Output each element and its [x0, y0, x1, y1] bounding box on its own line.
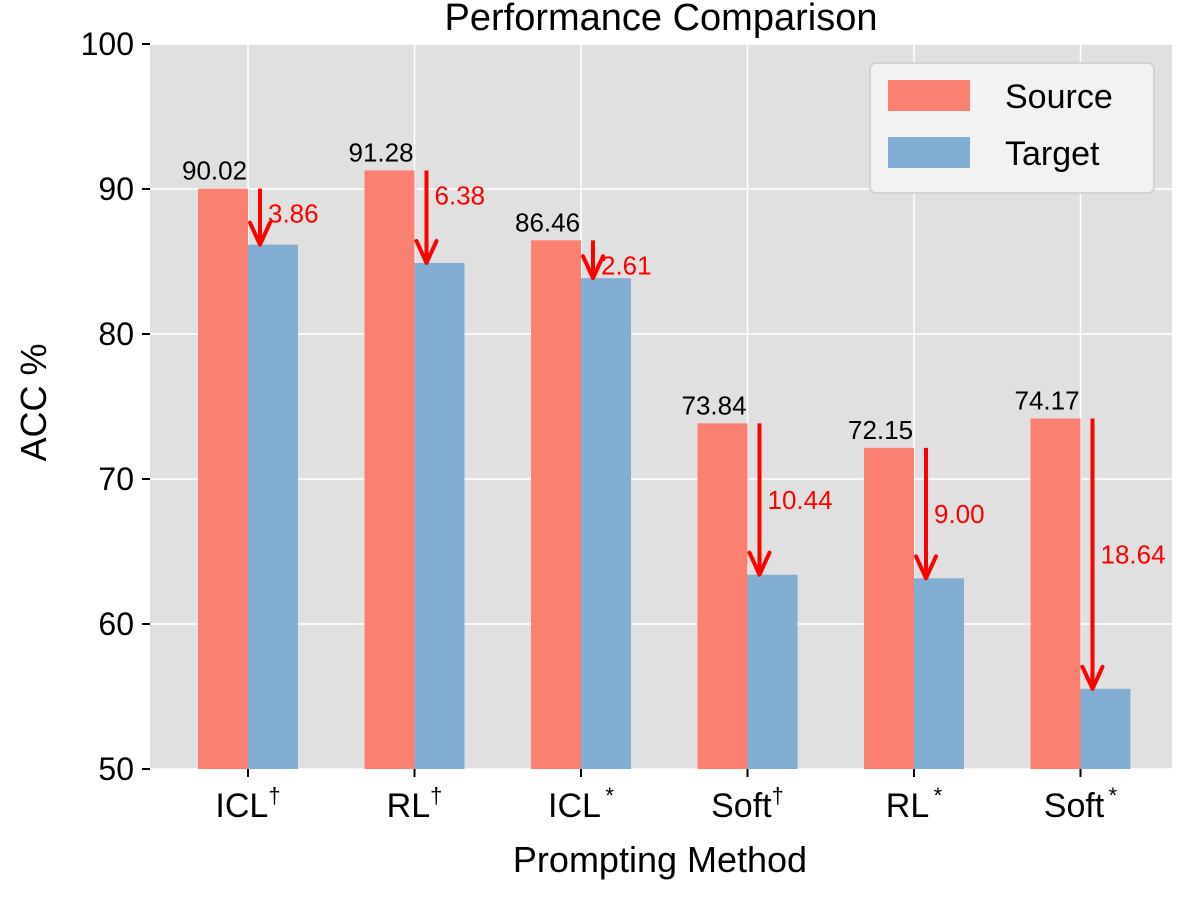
- y-axis-label: ACC %: [13, 343, 54, 461]
- drop-arrow-head: [1080, 664, 1105, 691]
- bar-source: [198, 188, 248, 769]
- source-value-label: 74.17: [1015, 386, 1080, 416]
- legend-entry: Source: [1005, 78, 1113, 116]
- bar-target: [581, 278, 631, 769]
- x-tick-label: Soft *: [1044, 783, 1118, 825]
- x-tick-label: ICL *: [548, 783, 614, 825]
- drop-label: 2.61: [601, 250, 652, 280]
- bar-source: [364, 170, 415, 769]
- y-tick-label: 80: [98, 316, 134, 352]
- source-value-label: 73.84: [682, 390, 747, 420]
- drop-label: 9.00: [934, 499, 985, 529]
- bars: [198, 170, 1131, 769]
- y-tick-label: 90: [98, 171, 134, 207]
- y-tick-label: 100: [81, 26, 134, 62]
- x-tick-label: Soft†: [711, 783, 784, 825]
- bar-target: [248, 244, 298, 769]
- drop-arrows: [248, 170, 1105, 691]
- drop-arrow-head: [248, 220, 272, 247]
- bar-source: [531, 240, 581, 769]
- source-value-label: 90.02: [182, 156, 247, 186]
- drop-label: 18.64: [1101, 540, 1166, 570]
- axes: 50 60 70 80 90 100 ICL† RL† ICL * Soft† RL * Soft *: [81, 26, 1118, 825]
- bar-source: [864, 447, 914, 769]
- chart-title: Performance Comparison: [445, 0, 878, 39]
- source-value-label: 72.15: [848, 415, 913, 445]
- x-tick-label: RL *: [886, 783, 943, 825]
- drop-arrow-head: [747, 550, 772, 577]
- drop-arrow-head: [914, 554, 938, 581]
- y-tick-label: 70: [98, 461, 134, 497]
- legend-swatch: [888, 137, 970, 168]
- drop-label: 6.38: [435, 180, 486, 210]
- bar-target: [1080, 688, 1131, 769]
- bar-target: [747, 574, 798, 769]
- drop-arrow-head: [414, 238, 439, 265]
- drop-label: 10.44: [768, 485, 833, 515]
- x-tick-label: RL†: [387, 783, 443, 825]
- y-tick-label: 50: [98, 751, 134, 787]
- data-labels: 3.86 90.02 6.38 91.28 2.61 86.46 10.44 73.84 9.0…: [182, 137, 1166, 569]
- bar-target: [914, 578, 964, 769]
- x-axis-label: Prompting Method: [513, 839, 807, 880]
- legend: Source Target: [869, 62, 1155, 194]
- source-value-label: 86.46: [515, 207, 580, 237]
- y-tick-label: 60: [98, 606, 134, 642]
- drop-arrow-head: [581, 254, 605, 281]
- bar-source: [697, 423, 748, 769]
- bar-target: [414, 262, 465, 769]
- drop-label: 3.86: [268, 199, 319, 229]
- legend-swatch: [888, 80, 970, 111]
- bar-source: [1030, 418, 1081, 769]
- source-value-label: 91.28: [349, 137, 414, 167]
- x-tick-label: ICL†: [215, 783, 280, 825]
- legend-entry: Target: [1005, 135, 1100, 173]
